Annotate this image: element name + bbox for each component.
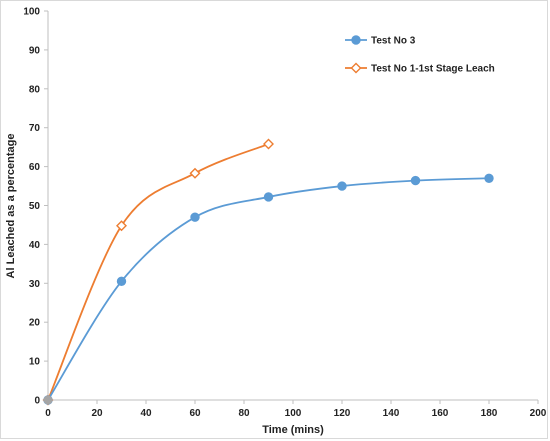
series-line [47,177,490,401]
x-tick-label: 180 [481,408,498,419]
data-point [116,220,127,232]
y-tick-label: 20 [29,318,41,329]
x-tick-label: 120 [334,408,351,419]
y-tick-label: 60 [29,162,41,173]
x-axis-label: Time (mins) [262,424,324,436]
axes: 0 10 20 30 40 50 60 70 80 90 100 0 20 40 60 80 100 120 140… [23,7,546,420]
data-point [190,212,200,222]
y-tick-label: 0 [34,396,40,407]
data-point [116,276,127,287]
series-line [47,143,269,401]
legend: Test No 3 Test No 1-1st Stage Leach [345,35,495,75]
x-tick-label: 60 [189,408,201,419]
legend-label: Test No 3 [371,36,416,47]
y-axis-label: Al Leached as a percentage [5,134,17,279]
y-tick-label: 40 [29,240,41,251]
data-point [484,173,494,183]
data-point [263,192,274,202]
x-tick-label: 140 [383,408,400,419]
legend-item-0: Test No 3 [345,35,416,47]
data-point [189,167,201,179]
y-tick-label: 70 [29,123,41,134]
y-tick-label: 30 [29,279,41,290]
y-tick-label: 10 [29,357,41,368]
origin-point [43,395,53,405]
y-tick-label: 50 [29,201,41,212]
legend-label: Test No 1-1st Stage Leach [371,64,495,75]
x-tick-label: 160 [432,408,449,419]
y-tick-label: 80 [29,84,41,95]
x-tick-label: 100 [285,408,302,419]
legend-marker [351,35,361,45]
y-tick-label: 90 [29,45,41,56]
series-0 [43,173,494,405]
legend-marker [350,62,362,74]
x-tick-label: 40 [140,408,152,419]
x-tick-label: 20 [91,408,103,419]
data-point [263,138,274,150]
x-tick-label: 80 [238,408,250,419]
series-layer [42,138,494,406]
legend-item-1: Test No 1-1st Stage Leach [345,62,495,75]
y-tick-label: 100 [23,7,40,18]
series-1 [42,138,274,406]
x-tick-label: 0 [45,408,51,419]
x-tick-label: 200 [530,408,547,419]
data-point [337,181,347,191]
data-point [410,175,421,186]
